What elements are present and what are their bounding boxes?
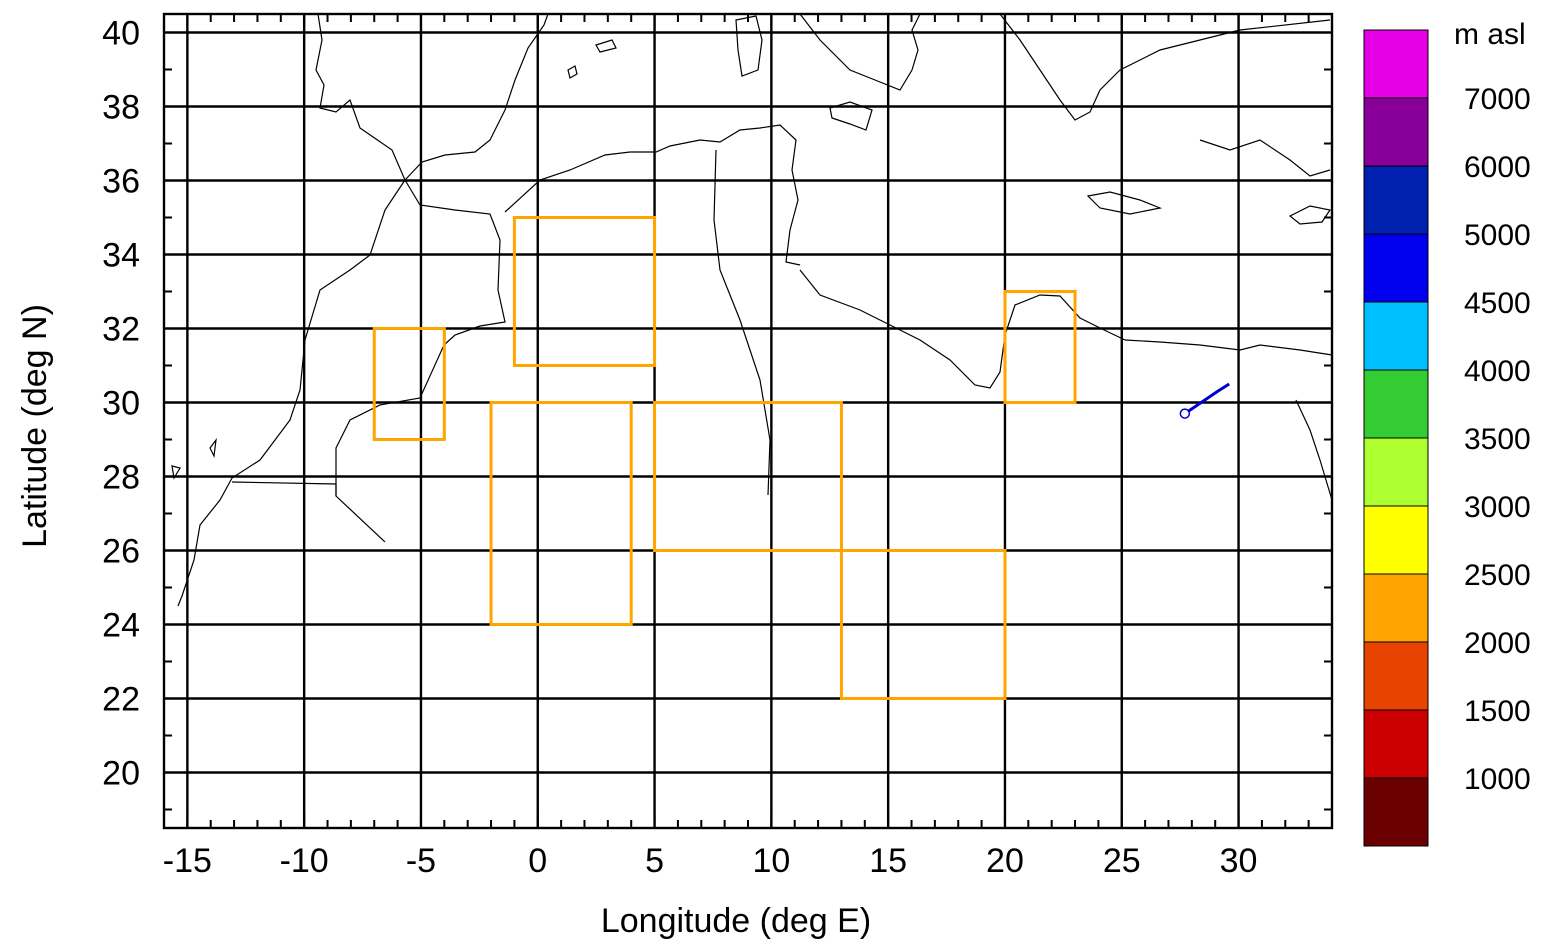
- y-axis-title: Latitude (deg N): [16, 304, 54, 548]
- x-tick-label: 5: [645, 842, 664, 880]
- colorbar-label: 6000: [1464, 151, 1531, 184]
- x-tick-label: 15: [869, 842, 907, 880]
- coastlines: [171, 13, 1333, 607]
- colorbar-segment: [1363, 709, 1429, 779]
- x-tick-label: 10: [752, 842, 790, 880]
- trajectory-start-marker: [1179, 408, 1191, 419]
- colorbar-title: m asl: [1454, 18, 1526, 51]
- colorbar-label: 3000: [1464, 491, 1531, 524]
- y-tick-label: 34: [102, 237, 140, 275]
- colorbar-segment: [1363, 29, 1429, 99]
- colorbar-segment: [1363, 573, 1429, 643]
- colorbar-label: 3500: [1464, 423, 1531, 456]
- region-box: [1003, 290, 1077, 404]
- colorbar-label: 1000: [1464, 763, 1531, 796]
- x-tick-label: 25: [1103, 842, 1141, 880]
- y-tick-label: 20: [102, 755, 140, 793]
- region-box: [372, 327, 446, 441]
- y-tick-labels: 20 22 24 26 28 30 32 34 36 38 40: [102, 15, 140, 793]
- colorbar-segment: [1363, 301, 1429, 371]
- x-tick-label: 20: [986, 842, 1024, 880]
- y-tick-label: 40: [102, 15, 140, 53]
- grid-lines: [164, 14, 1332, 828]
- colorbar-label: 7000: [1464, 83, 1531, 116]
- colorbar-label: 2000: [1464, 627, 1531, 660]
- x-tick-label: 30: [1220, 842, 1258, 880]
- colorbar-label: 4500: [1464, 287, 1531, 320]
- x-tick-labels: -15 -10 -5 0 5 10 15 20 25 30: [163, 842, 1258, 880]
- trajectory: [1179, 382, 1231, 419]
- y-tick-label: 36: [102, 163, 140, 201]
- colorbar-segment: [1363, 233, 1429, 303]
- colorbar-segment: [1363, 505, 1429, 575]
- region-box: [839, 549, 1007, 700]
- trajectory-line: [1183, 382, 1231, 415]
- colorbar: 7000 6000 5000 4500 4000 3500 3000 2500 2000 1500…: [1363, 29, 1531, 847]
- colorbar-segment: [1363, 641, 1429, 711]
- colorbar-label: 5000: [1464, 219, 1531, 252]
- region-box: [489, 401, 633, 626]
- plot-frame: [162, 12, 1334, 830]
- x-axis-title: Longitude (deg E): [601, 902, 871, 940]
- study-region-boxes: [372, 216, 1077, 700]
- colorbar-label: 1500: [1464, 695, 1531, 728]
- colorbar-segment: [1363, 437, 1429, 507]
- y-tick-label: 26: [102, 533, 140, 571]
- colorbar-segment: [1363, 97, 1429, 167]
- region-box: [653, 401, 843, 552]
- x-tick-label: 0: [528, 842, 547, 880]
- y-tick-label: 28: [102, 459, 140, 497]
- colorbar-segment: [1363, 777, 1429, 847]
- y-tick-label: 30: [102, 385, 140, 423]
- region-box: [512, 216, 657, 367]
- colorbar-label: 2500: [1464, 559, 1531, 592]
- axis-ticks: [163, 14, 1333, 828]
- y-tick-label: 22: [102, 681, 140, 719]
- colorbar-segment: [1363, 165, 1429, 235]
- x-tick-label: -5: [406, 842, 436, 880]
- x-tick-label: -10: [280, 842, 329, 880]
- y-tick-label: 32: [102, 311, 140, 349]
- x-tick-label: -15: [163, 842, 212, 880]
- y-tick-label: 24: [102, 607, 140, 645]
- colorbar-label: 4000: [1464, 355, 1531, 388]
- colorbar-segment: [1363, 369, 1429, 439]
- y-tick-label: 38: [102, 89, 140, 127]
